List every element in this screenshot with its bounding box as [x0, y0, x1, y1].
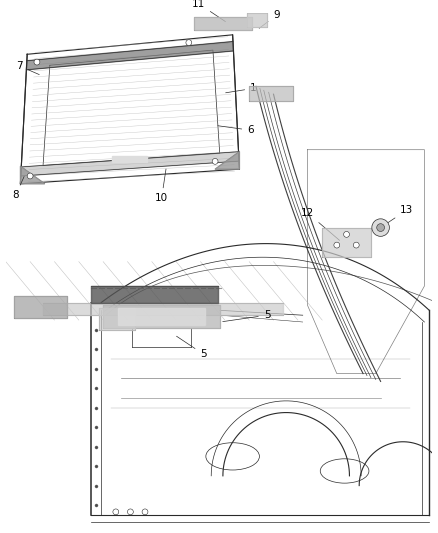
Circle shape [344, 231, 350, 237]
Text: 9: 9 [259, 10, 280, 28]
Text: 8: 8 [12, 176, 24, 200]
Circle shape [34, 59, 40, 65]
Text: 5: 5 [177, 336, 207, 359]
Polygon shape [99, 309, 135, 330]
Polygon shape [21, 152, 239, 176]
Polygon shape [194, 17, 252, 30]
Polygon shape [215, 152, 240, 169]
Polygon shape [26, 42, 233, 70]
Text: 1: 1 [226, 83, 257, 93]
Circle shape [334, 242, 340, 248]
Polygon shape [113, 156, 148, 162]
Polygon shape [247, 13, 267, 27]
Polygon shape [118, 309, 205, 325]
Text: 11: 11 [192, 0, 226, 22]
Polygon shape [322, 228, 371, 257]
Text: 7: 7 [16, 61, 39, 75]
Circle shape [27, 173, 33, 179]
Polygon shape [92, 286, 218, 303]
Text: 13: 13 [383, 205, 413, 226]
Circle shape [353, 242, 359, 248]
Text: 6: 6 [218, 125, 254, 135]
Circle shape [377, 224, 385, 231]
Text: 12: 12 [301, 208, 339, 240]
Polygon shape [21, 166, 45, 184]
Polygon shape [249, 86, 293, 101]
Circle shape [212, 158, 218, 164]
Text: 5: 5 [223, 310, 270, 321]
Polygon shape [103, 305, 220, 328]
Polygon shape [43, 303, 283, 315]
Circle shape [186, 39, 192, 45]
Circle shape [372, 219, 389, 236]
Text: 10: 10 [155, 169, 168, 204]
Polygon shape [14, 296, 67, 318]
